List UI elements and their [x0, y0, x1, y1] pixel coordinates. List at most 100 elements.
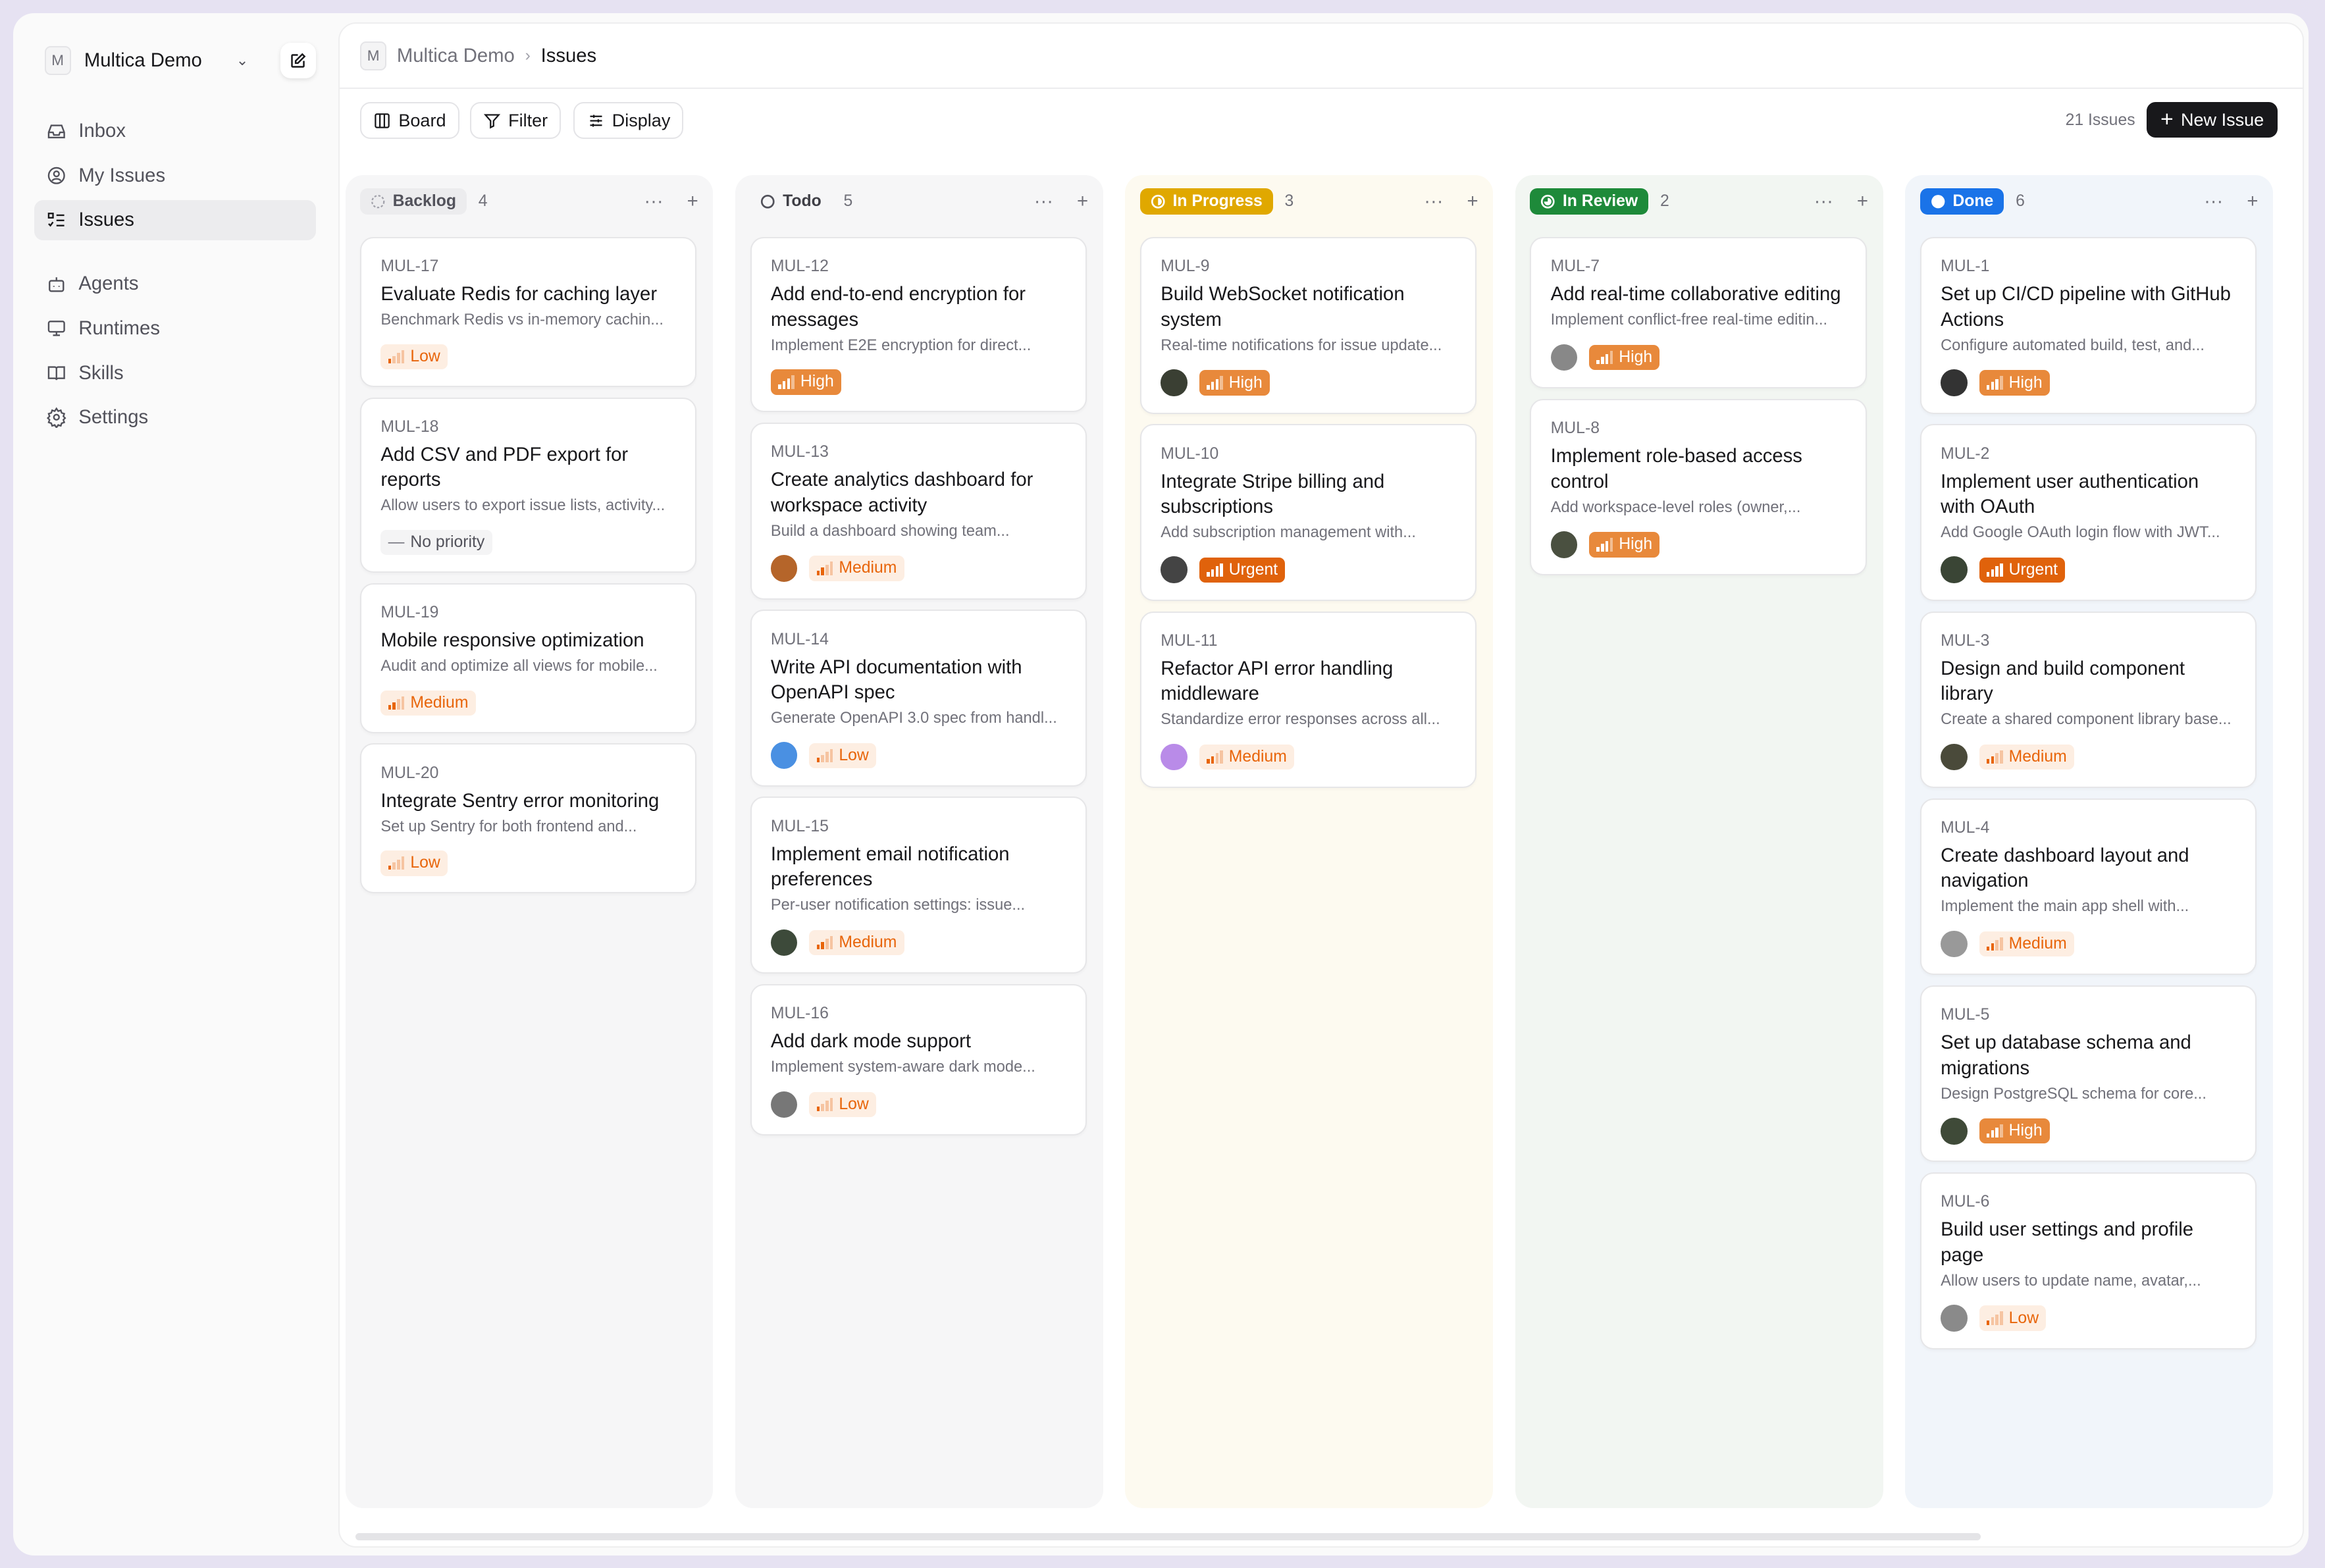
issue-card[interactable]: MUL-19 Mobile responsive optimization Au…: [360, 583, 697, 733]
priority-badge[interactable]: High: [1979, 1118, 2050, 1144]
assignee-avatar[interactable]: [770, 1091, 798, 1118]
assignee-avatar[interactable]: [1941, 1118, 1968, 1145]
more-icon[interactable]: ···: [1424, 190, 1444, 213]
issue-card[interactable]: MUL-13 Create analytics dashboard for wo…: [750, 423, 1087, 600]
add-card-icon[interactable]: +: [1467, 190, 1478, 213]
user-circle-icon: [47, 167, 65, 184]
column-title: Backlog: [392, 192, 456, 211]
workspace-name: Multica Demo: [84, 49, 202, 72]
assignee-avatar[interactable]: [1941, 930, 1968, 958]
new-issue-label: New Issue: [2181, 109, 2264, 130]
priority-badge[interactable]: Urgent: [1979, 557, 2066, 583]
priority-badge[interactable]: Urgent: [1199, 557, 1286, 583]
filter-button[interactable]: Filter: [469, 102, 562, 139]
issue-card[interactable]: MUL-18 Add CSV and PDF export for report…: [360, 397, 697, 573]
priority-badge[interactable]: Low: [1979, 1305, 2047, 1331]
priority-badge[interactable]: High: [1589, 532, 1660, 558]
compose-button[interactable]: [280, 43, 316, 79]
issue-card[interactable]: MUL-8 Implement role-based access contro…: [1530, 399, 1867, 576]
issue-card[interactable]: MUL-9 Build WebSocket notification syste…: [1139, 237, 1477, 414]
issue-card[interactable]: MUL-11 Refactor API error handling middl…: [1139, 611, 1477, 788]
display-button[interactable]: Display: [573, 102, 684, 139]
sidebar-item-label: Inbox: [78, 120, 126, 142]
sidebar-item-my-issues[interactable]: My Issues: [34, 156, 316, 196]
priority-badge[interactable]: Medium: [809, 556, 904, 581]
sidebar-item-runtimes[interactable]: Runtimes: [34, 309, 316, 349]
issue-id: MUL-6: [1941, 1193, 1990, 1211]
assignee-avatar[interactable]: [1161, 743, 1188, 771]
priority-label: High: [2008, 1122, 2043, 1140]
issue-card[interactable]: MUL-12 Add end-to-end encryption for mes…: [750, 237, 1087, 413]
status-badge: Backlog: [360, 188, 467, 215]
assignee-avatar[interactable]: [770, 742, 798, 769]
issue-card[interactable]: MUL-15 Implement email notification pref…: [750, 797, 1087, 974]
assignee-avatar[interactable]: [1941, 369, 1968, 396]
priority-badge[interactable]: — No priority: [380, 529, 492, 556]
issue-card[interactable]: MUL-7 Add real-time collaborative editin…: [1530, 237, 1867, 389]
issue-title: Implement role-based access control: [1550, 445, 1802, 492]
priority-badge[interactable]: Medium: [1199, 744, 1295, 770]
column-header: Backlog 4 ··· +: [360, 188, 698, 215]
new-issue-button[interactable]: + New Issue: [2147, 102, 2278, 138]
issue-card[interactable]: MUL-6 Build user settings and profile pa…: [1920, 1172, 2257, 1349]
assignee-avatar[interactable]: [770, 929, 798, 956]
issue-card[interactable]: MUL-14 Write API documentation with Open…: [750, 610, 1087, 787]
in-progress-status-icon: [1151, 194, 1165, 209]
sidebar-item-skills[interactable]: Skills: [34, 353, 316, 393]
assignee-avatar[interactable]: [1161, 556, 1188, 583]
column-done: Done 6 ··· + MUL-1 Set up CI/CD pipeline …: [1905, 174, 2273, 1508]
horizontal-scrollbar[interactable]: [355, 1532, 1981, 1541]
add-card-icon[interactable]: +: [2247, 190, 2259, 213]
more-icon[interactable]: ···: [644, 190, 664, 213]
priority-badge[interactable]: Low: [380, 850, 448, 876]
issue-card[interactable]: MUL-2 Implement user authentication with…: [1920, 424, 2257, 601]
priority-badge[interactable]: Medium: [380, 690, 476, 716]
more-icon[interactable]: ···: [1033, 190, 1054, 213]
add-card-icon[interactable]: +: [1077, 190, 1089, 213]
assignee-avatar[interactable]: [1941, 743, 1968, 771]
priority-badge[interactable]: High: [770, 369, 841, 395]
workspace-switcher[interactable]: M Multica Demo ⌄: [44, 45, 248, 76]
issue-card[interactable]: MUL-20 Integrate Sentry error monitoring…: [360, 743, 697, 894]
issue-card[interactable]: MUL-1 Set up CI/CD pipeline with GitHub …: [1920, 237, 2257, 414]
issue-card[interactable]: MUL-17 Evaluate Redis for caching layer …: [360, 237, 697, 387]
issue-title: Add end-to-end encryption for messages: [770, 283, 1026, 330]
priority-badge[interactable]: Low: [380, 344, 448, 370]
priority-badge[interactable]: Low: [809, 743, 877, 768]
priority-badge[interactable]: Medium: [1979, 931, 2074, 957]
more-icon[interactable]: ···: [1814, 190, 1833, 213]
priority-badge[interactable]: Medium: [809, 929, 904, 956]
issue-id: MUL-13: [770, 443, 829, 461]
sidebar-item-settings[interactable]: Settings: [34, 398, 316, 438]
assignee-avatar[interactable]: [1161, 369, 1188, 396]
assignee-avatar[interactable]: [1941, 1305, 1968, 1332]
assignee-avatar[interactable]: [1550, 344, 1578, 371]
column-header: In Progress 3 ··· +: [1139, 188, 1478, 215]
assignee-avatar[interactable]: [1550, 531, 1578, 558]
priority-badge[interactable]: Low: [809, 1091, 877, 1117]
sidebar-item-inbox[interactable]: Inbox: [34, 111, 316, 151]
issue-card[interactable]: MUL-5 Set up database schema and migrati…: [1920, 985, 2257, 1163]
priority-badge[interactable]: High: [1979, 370, 2050, 396]
issue-id: MUL-5: [1941, 1006, 1990, 1024]
priority-badge[interactable]: High: [1199, 370, 1270, 396]
add-card-icon[interactable]: +: [687, 190, 698, 213]
columns-icon: [375, 113, 390, 128]
add-card-icon[interactable]: +: [1856, 190, 1868, 213]
issue-id: MUL-14: [770, 630, 829, 648]
priority-bars-icon: [1986, 376, 2003, 390]
issue-title: Design and build component library: [1941, 657, 2185, 705]
issue-card[interactable]: MUL-16 Add dark mode support Implement s…: [750, 983, 1087, 1136]
assignee-avatar[interactable]: [1941, 556, 1968, 583]
sidebar-item-issues[interactable]: Issues: [34, 200, 316, 240]
more-icon[interactable]: ···: [2204, 190, 2224, 213]
issue-card[interactable]: MUL-3 Design and build component library…: [1920, 611, 2257, 788]
board-view-button[interactable]: Board: [360, 102, 459, 139]
assignee-avatar[interactable]: [770, 555, 798, 582]
issue-card[interactable]: MUL-10 Integrate Stripe billing and subs…: [1139, 424, 1477, 601]
breadcrumb-workspace[interactable]: Multica Demo: [396, 45, 515, 67]
issue-card[interactable]: MUL-4 Create dashboard layout and naviga…: [1920, 798, 2257, 976]
priority-badge[interactable]: High: [1589, 345, 1660, 371]
priority-badge[interactable]: Medium: [1979, 744, 2074, 770]
sidebar-item-agents[interactable]: Agents: [34, 264, 316, 304]
